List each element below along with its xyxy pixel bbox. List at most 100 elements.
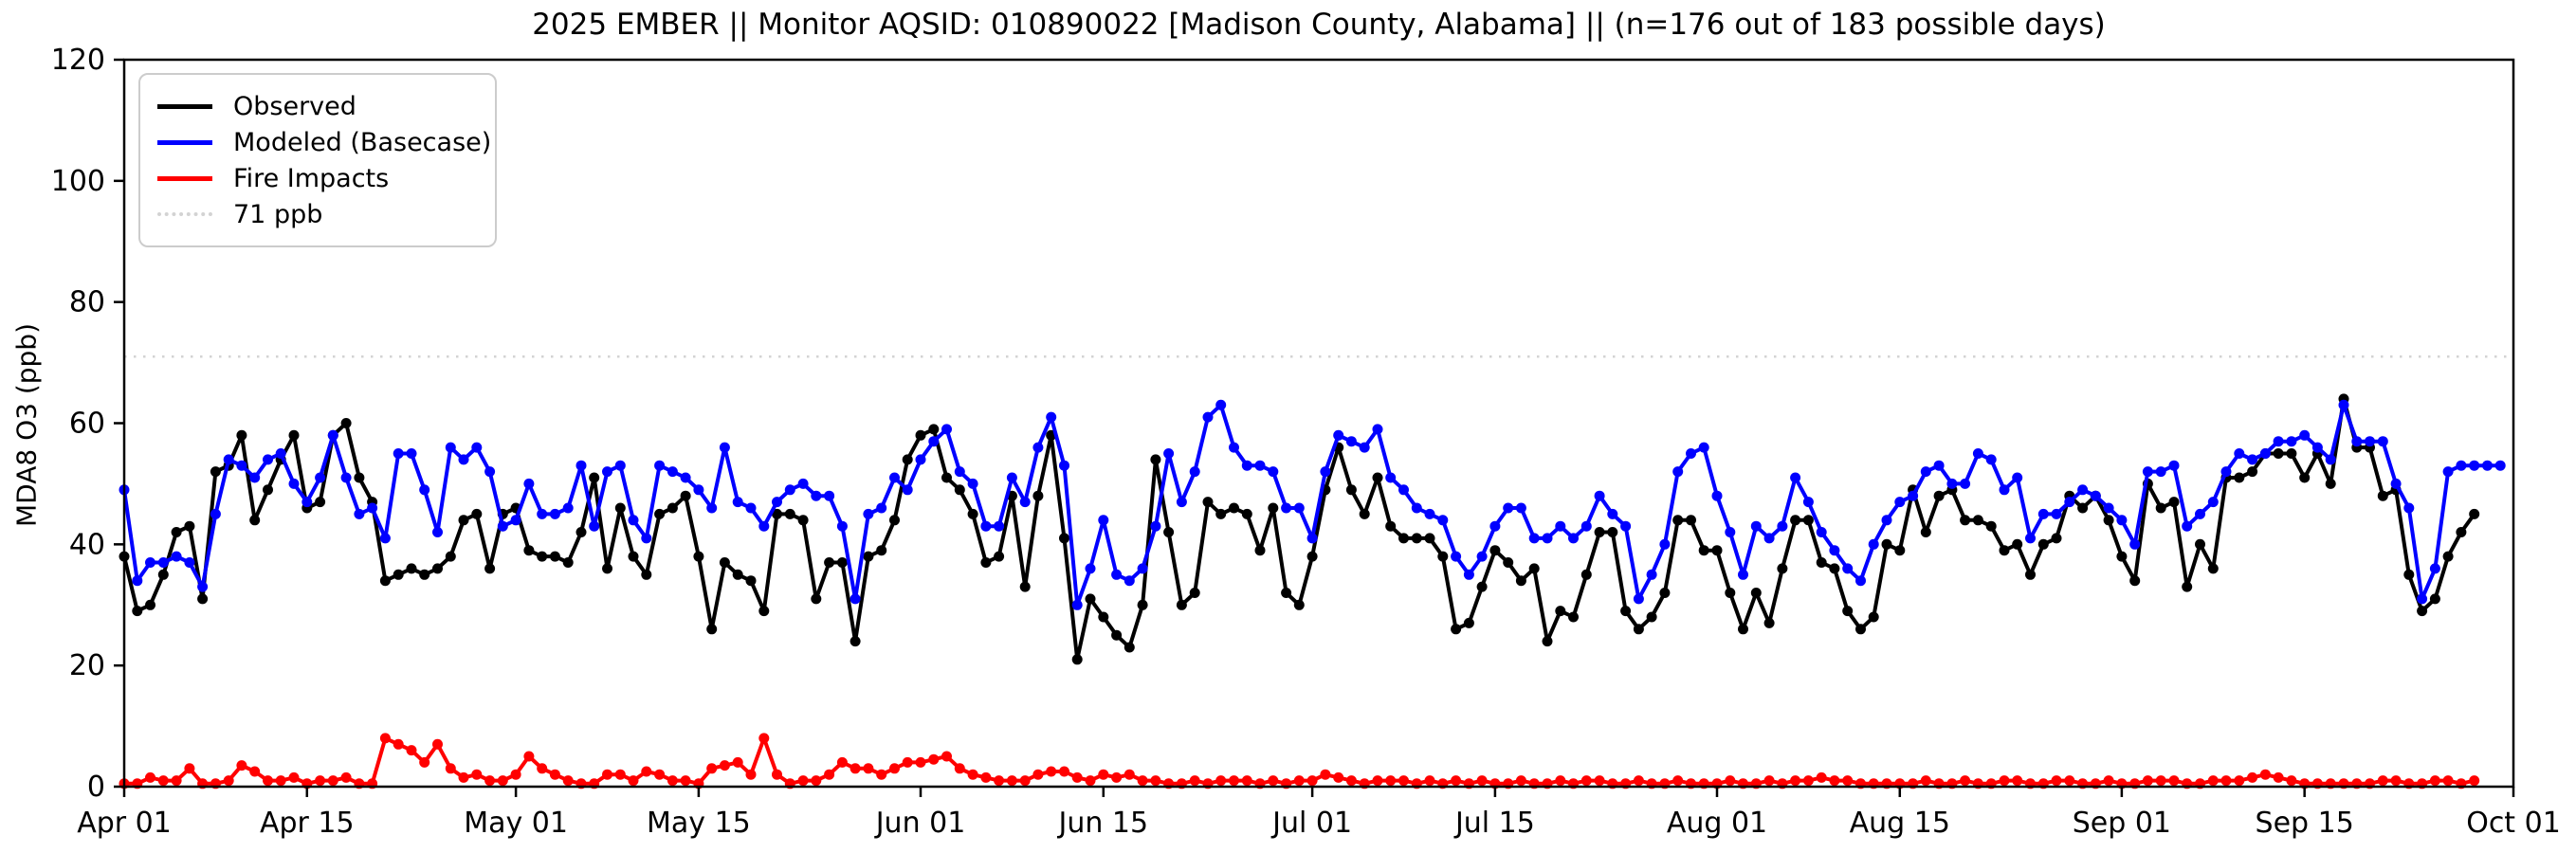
data-point xyxy=(954,763,965,774)
data-point xyxy=(471,442,483,453)
data-point xyxy=(263,454,273,465)
data-point xyxy=(1098,515,1109,526)
data-point xyxy=(1006,775,1017,787)
data-point xyxy=(1515,575,1526,587)
data-point xyxy=(2417,606,2428,617)
data-point xyxy=(210,466,221,478)
data-point xyxy=(1124,769,1135,780)
data-point xyxy=(1372,775,1383,787)
data-point xyxy=(1842,563,1854,574)
data-point xyxy=(850,763,861,774)
data-point xyxy=(2220,466,2232,478)
x-tick-label: Jul 15 xyxy=(1453,807,1535,840)
data-point xyxy=(941,472,952,483)
data-point xyxy=(145,557,155,568)
data-point xyxy=(367,502,378,514)
x-tick-label: Jun 15 xyxy=(1056,807,1148,840)
data-point xyxy=(1946,478,1958,489)
data-point xyxy=(184,520,195,532)
data-point xyxy=(1189,466,1200,478)
data-point xyxy=(1137,599,1148,610)
data-point xyxy=(537,508,548,519)
data-point xyxy=(876,502,887,514)
data-point xyxy=(784,484,795,496)
data-point xyxy=(249,515,261,526)
data-point xyxy=(1202,497,1214,508)
data-point xyxy=(1385,775,1397,787)
data-point xyxy=(758,733,770,744)
data-point xyxy=(2012,775,2023,787)
data-point xyxy=(275,775,286,787)
data-point xyxy=(2456,527,2467,537)
data-point xyxy=(2103,775,2114,787)
y-axis-ticks: 0 20 40 60 80 100 120 xyxy=(51,44,124,804)
data-point xyxy=(994,520,1005,532)
data-point xyxy=(2469,508,2480,519)
data-point xyxy=(1098,769,1109,780)
data-point xyxy=(797,775,809,787)
data-point xyxy=(2168,497,2180,508)
data-point xyxy=(1894,497,1906,508)
y-tick-label: 60 xyxy=(69,408,105,441)
x-tick-label: Apr 01 xyxy=(77,807,172,840)
data-point xyxy=(745,575,757,587)
data-point xyxy=(2390,478,2402,489)
legend-label-threshold: 71 ppb xyxy=(233,199,323,229)
data-point xyxy=(994,775,1005,787)
data-point xyxy=(2234,775,2245,787)
data-point xyxy=(1163,448,1175,459)
data-point xyxy=(1725,588,1736,598)
data-point xyxy=(1725,527,1736,537)
data-point xyxy=(797,478,809,489)
data-point xyxy=(2259,769,2271,780)
x-tick-label: May 01 xyxy=(464,807,568,840)
data-point xyxy=(406,448,417,459)
data-point xyxy=(641,766,652,777)
data-point xyxy=(2325,478,2336,489)
data-point xyxy=(1306,775,1318,787)
data-point xyxy=(1920,466,1931,478)
data-point xyxy=(1515,775,1526,787)
data-point xyxy=(419,569,430,580)
data-point xyxy=(876,769,887,780)
data-point xyxy=(1451,624,1462,635)
data-point xyxy=(1398,484,1409,496)
data-point xyxy=(1738,624,1748,635)
data-point xyxy=(327,775,338,787)
data-point xyxy=(614,502,626,514)
data-point xyxy=(393,738,404,750)
data-point xyxy=(484,563,496,574)
data-point xyxy=(1542,636,1553,647)
data-point xyxy=(2377,436,2388,447)
data-point xyxy=(2403,569,2415,580)
data-point xyxy=(1607,527,1618,537)
data-point xyxy=(1085,563,1096,574)
data-point xyxy=(797,515,809,526)
data-point xyxy=(1111,771,1123,783)
data-point xyxy=(1268,502,1279,514)
data-point xyxy=(315,497,326,508)
data-point xyxy=(784,508,795,519)
data-point xyxy=(1816,527,1827,537)
data-point xyxy=(2403,502,2415,514)
data-point xyxy=(732,569,743,580)
data-point xyxy=(1150,454,1161,465)
data-point xyxy=(2207,497,2219,508)
data-point xyxy=(1842,775,1854,787)
data-point xyxy=(1385,472,1397,483)
data-point xyxy=(1960,775,1971,787)
data-point xyxy=(1137,563,1148,574)
data-point xyxy=(980,557,992,568)
data-point xyxy=(249,766,261,777)
data-point xyxy=(1163,527,1175,537)
data-point xyxy=(1580,569,1592,580)
data-point xyxy=(1829,545,1840,556)
legend-label-modeled: Modeled (Basecase) xyxy=(233,127,492,157)
data-point xyxy=(902,484,913,496)
data-point xyxy=(171,775,182,787)
data-point xyxy=(523,751,535,762)
data-point xyxy=(1463,617,1474,628)
data-point xyxy=(1711,545,1723,556)
data-point xyxy=(549,769,560,780)
data-point xyxy=(340,418,352,428)
